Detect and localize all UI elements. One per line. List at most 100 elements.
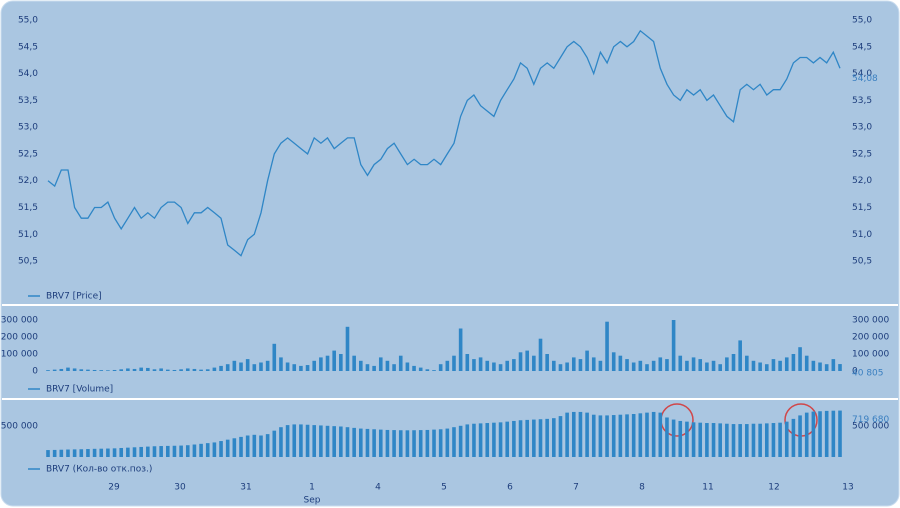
bar <box>671 320 676 371</box>
bar <box>259 362 263 371</box>
price-line <box>47 29 841 257</box>
bar <box>458 328 463 371</box>
bar <box>332 350 336 371</box>
bar <box>645 412 649 457</box>
x-tick-label: 12 <box>768 483 779 493</box>
y-tick-label: 52,5 <box>18 149 38 159</box>
bar <box>92 369 97 371</box>
bar <box>605 415 609 457</box>
bar <box>312 425 317 457</box>
bar <box>212 442 217 457</box>
bar <box>678 355 683 371</box>
bar <box>319 425 323 457</box>
bar <box>359 428 363 457</box>
bar <box>538 338 543 371</box>
bar <box>86 449 90 457</box>
bar <box>711 360 716 371</box>
bar <box>232 360 237 371</box>
bar <box>352 427 356 457</box>
bar <box>199 443 203 457</box>
bar <box>718 423 723 457</box>
bar <box>645 364 649 371</box>
bar <box>225 364 230 371</box>
bar <box>558 416 563 457</box>
bar <box>412 430 416 457</box>
bar <box>106 370 110 371</box>
bar <box>711 423 716 457</box>
bar <box>219 365 223 371</box>
bar <box>245 435 250 457</box>
bar <box>119 447 124 457</box>
bar <box>578 359 583 371</box>
bar <box>66 367 70 371</box>
bar <box>525 419 529 457</box>
bar <box>159 446 163 457</box>
bar <box>372 429 376 457</box>
bar <box>478 423 483 457</box>
bar <box>152 369 157 371</box>
bar <box>618 355 623 371</box>
bar <box>498 364 503 371</box>
bar <box>259 435 263 457</box>
y-tick-label-right: 200 000 <box>852 333 889 343</box>
last-value-label: 40 805 <box>852 369 884 379</box>
bar <box>146 367 150 371</box>
bar <box>571 357 576 371</box>
bar <box>565 362 569 371</box>
bar <box>112 448 117 457</box>
y-tick-label: 200 000 <box>1 333 38 343</box>
legend-label: BRV7 [Volume] <box>46 385 113 395</box>
bar <box>339 426 343 457</box>
x-tick-label: 7 <box>573 483 579 493</box>
bar <box>758 362 762 371</box>
bar <box>658 357 663 371</box>
bar <box>705 423 709 457</box>
bar <box>52 369 57 371</box>
bar <box>505 421 510 457</box>
bar <box>631 362 636 371</box>
bar <box>791 418 796 457</box>
bar <box>552 360 556 371</box>
x-tick-label: 4 <box>375 483 381 493</box>
bar <box>465 424 470 457</box>
bar <box>352 355 356 371</box>
bar <box>139 446 143 457</box>
bar <box>66 449 70 457</box>
bar <box>112 369 117 371</box>
bar <box>225 439 230 457</box>
bar <box>552 418 556 457</box>
y-tick-label-right: 100 000 <box>852 350 889 360</box>
bar <box>159 368 163 371</box>
bar <box>778 422 782 457</box>
bar <box>445 428 450 457</box>
bar <box>319 357 323 371</box>
bar <box>725 357 729 371</box>
bar <box>452 427 456 457</box>
bar <box>665 417 669 457</box>
x-tick-label: 6 <box>507 483 513 493</box>
bar <box>498 422 503 457</box>
bar <box>179 369 183 371</box>
bar <box>59 449 64 457</box>
legend-label: BRV7 [Price] <box>46 292 102 302</box>
bar <box>658 412 663 457</box>
bar <box>272 430 277 457</box>
bar <box>804 412 809 457</box>
bar <box>252 364 257 371</box>
bar <box>591 357 596 371</box>
bar <box>824 410 829 457</box>
bar <box>745 424 749 457</box>
last-value-label: 54,08 <box>852 74 878 84</box>
bar <box>445 360 450 371</box>
bar <box>192 444 197 457</box>
bar <box>745 355 749 371</box>
x-tick-label: 11 <box>702 483 713 493</box>
bar <box>299 365 303 371</box>
bar <box>558 364 563 371</box>
bar <box>119 369 124 371</box>
x-tick-label: 13 <box>842 483 853 493</box>
bar <box>265 360 270 371</box>
bar <box>432 370 436 371</box>
bar <box>764 364 769 371</box>
bar <box>99 448 104 457</box>
